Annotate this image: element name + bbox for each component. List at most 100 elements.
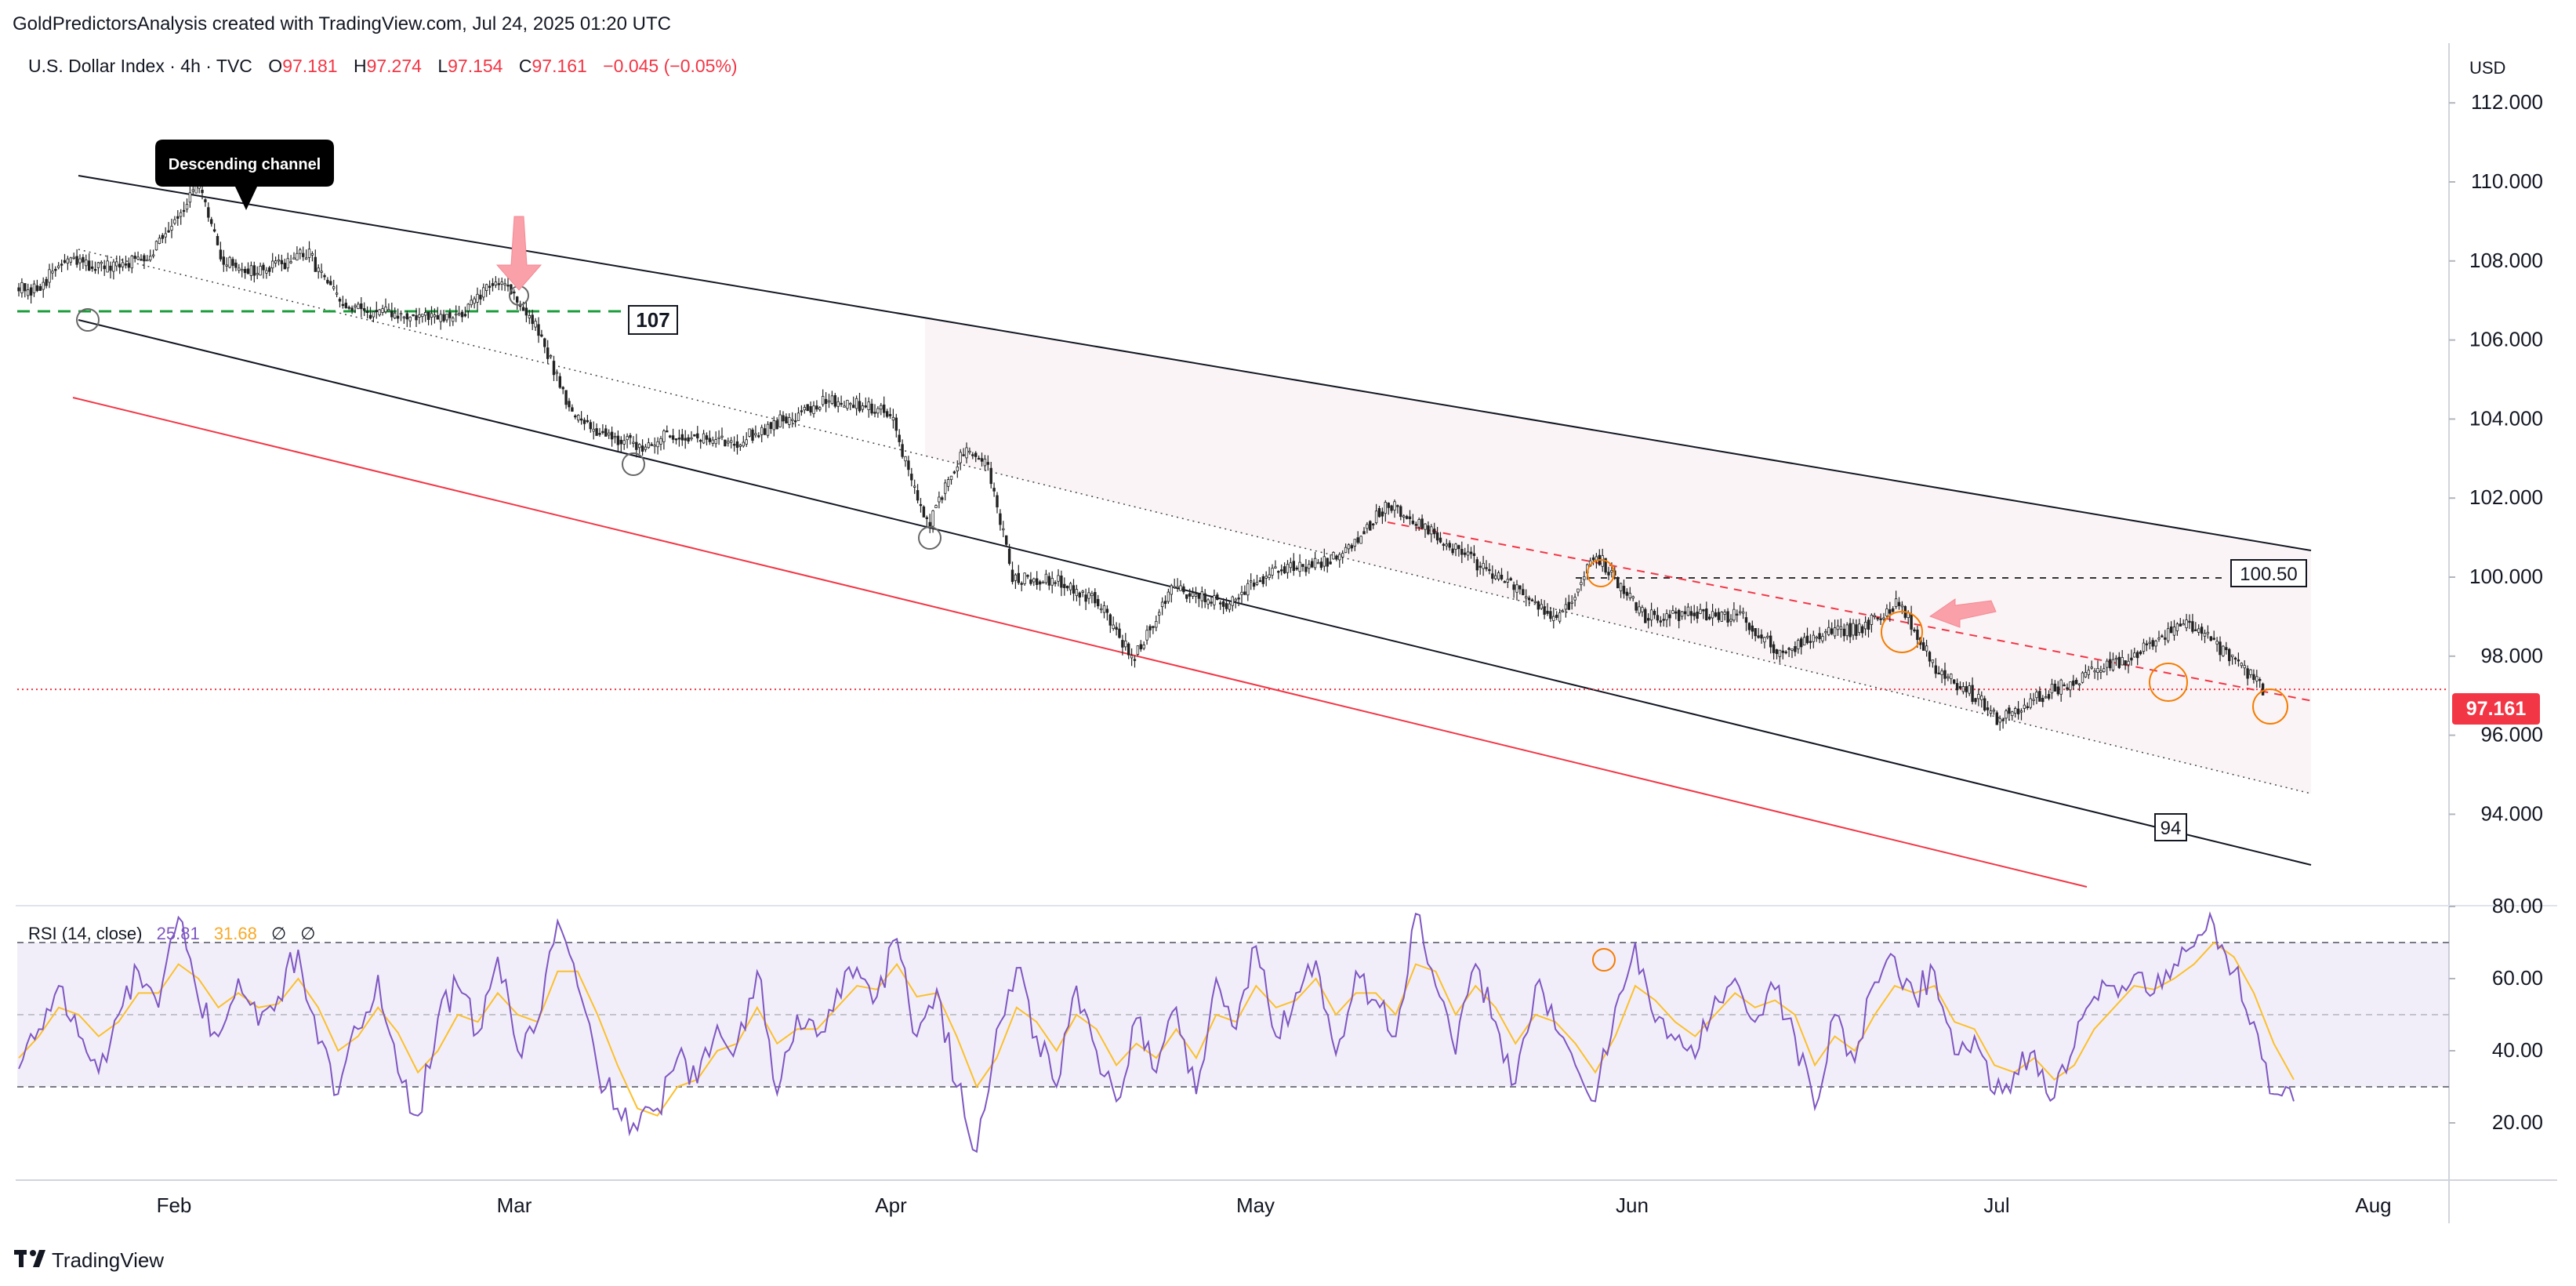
candle-body [191,189,194,192]
candle-body [1794,645,1797,652]
candle-body [1029,579,1032,584]
candle-body [115,261,118,267]
tv-logo-mark-chevron [33,1250,45,1267]
candle-body [1723,612,1726,615]
candle-body [1561,610,1565,613]
rsi-legend[interactable]: RSI (14, close) 25.81 31.68 ∅ ∅ [28,924,315,943]
candle-body [1130,655,1134,659]
candle-body [632,441,635,444]
candle-body [1515,584,1518,593]
candle-body [751,429,754,441]
candle-body [540,334,543,337]
candle-body [812,405,815,414]
candle-body [436,314,439,320]
candle-body [390,311,394,318]
candle-body [45,278,48,286]
symbol-legend[interactable]: U.S. Dollar Index · 4h · TVC O97.181 H97… [28,56,738,76]
candle-body [1485,567,1488,569]
candle-body [1393,501,1396,510]
candle-body [1250,580,1253,583]
candle-body [1913,629,1916,632]
candle-body [426,311,430,320]
candle-body [571,407,574,412]
candle-body [1319,561,1323,569]
candle-body [1283,566,1286,574]
candle-body [1744,617,1748,623]
candle-body [112,261,115,272]
candle-body [1472,553,1476,556]
candle-body [350,307,354,311]
time-tick-label: Aug [2355,1193,2391,1217]
candle-body [38,285,42,291]
candle-body [296,252,299,261]
candle-body [2096,667,2099,673]
price-axis: 94.000 96.000 98.000 100.000 102.000 104.000 1… [2449,90,2543,825]
candle-body [818,407,822,410]
level-94-box [2154,813,2187,841]
candle-body [1420,518,1424,529]
candle-body [1641,607,1644,612]
candle-body [66,258,70,264]
candle-body [1191,592,1195,597]
candle-body [622,440,626,445]
candle-body [852,405,855,409]
candle-body [1390,505,1393,511]
candle-body [1494,575,1497,579]
candle-body [1686,606,1690,616]
candle-body [1264,576,1268,579]
candle-body [1797,640,1800,649]
candle-body [1072,585,1076,594]
candle-body [1653,611,1656,616]
candle-body [1775,649,1779,655]
candle-body [1408,516,1412,520]
candle-body [1937,672,1940,675]
currency-label: USD [2469,58,2505,78]
candle-body [1445,543,1448,547]
candle-body [2105,660,2109,668]
candle-body [335,292,339,295]
candle-body [362,308,366,311]
candle-body [60,263,63,266]
candle-body [1549,611,1552,619]
candle-body [521,307,525,311]
candle-body [2069,681,2072,691]
candle-body [2157,638,2161,640]
candle-body [974,452,978,457]
candle-body [1075,589,1079,596]
candle-body [1219,602,1222,605]
candle-body [1457,545,1460,550]
rsi-extra-2: ∅ [300,924,315,943]
candle-body [983,458,987,467]
tradingview-logo[interactable]: TradingView [14,1248,164,1272]
candle-body [209,219,213,224]
candle-body [301,252,305,257]
candle-body [54,268,57,271]
candle-body [1950,674,1953,680]
candle-body [317,267,320,272]
candle-body [1497,572,1500,579]
candle-body [598,433,601,435]
candle-body [289,261,292,263]
candle-body [1833,627,1837,637]
candle-body [843,405,846,408]
candle-body [1347,544,1351,550]
candle-body [2087,670,2090,675]
swing-low-circle [622,452,645,476]
candle-body [1952,679,1956,684]
price-tick-label: 96.000 [2480,723,2543,747]
candle-body [1717,612,1721,620]
candle-body [354,305,357,307]
time-tick-label: May [1236,1193,1275,1217]
candle-body [629,434,632,438]
candle-body [1341,553,1344,558]
candle-body [476,293,479,303]
candle-body [2261,683,2265,696]
candle-body [1656,615,1660,621]
candle-body [24,283,27,292]
candle-body [1607,572,1610,576]
candle-body [133,256,136,259]
time-tick-label: Mar [497,1193,532,1217]
candle-body [595,428,598,436]
candle-body [274,260,278,264]
candle-body [238,267,241,271]
